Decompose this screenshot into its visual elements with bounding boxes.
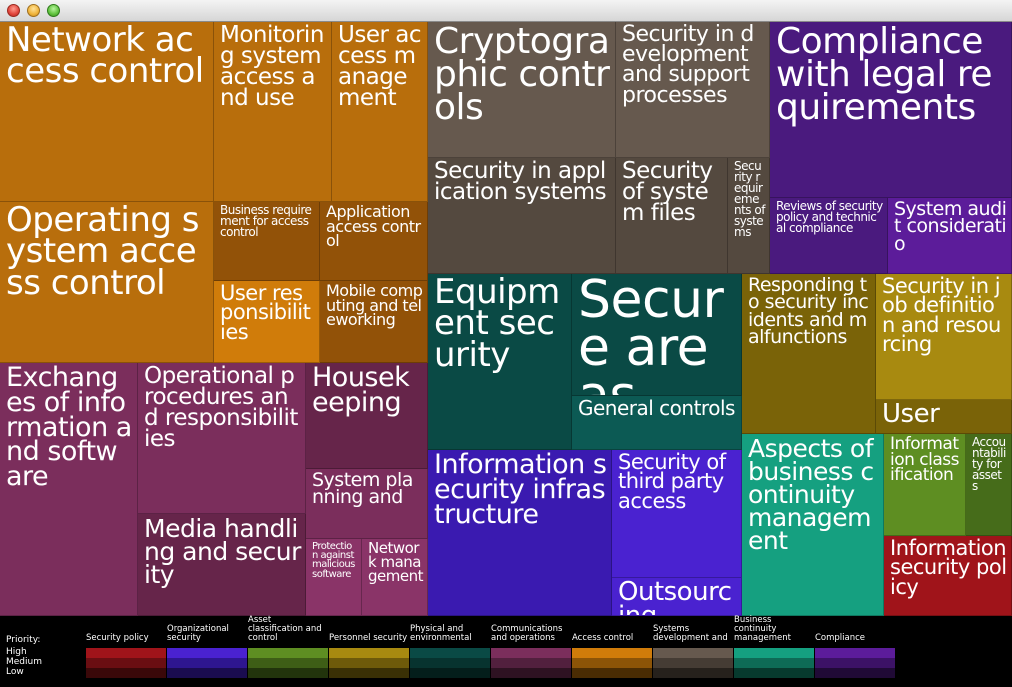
legend-swatch: [410, 668, 490, 678]
legend-swatch: [410, 658, 490, 668]
treemap-cell[interactable]: Security of third party access: [612, 450, 742, 578]
treemap-cell[interactable]: System audit consideratio: [888, 198, 1012, 274]
legend-swatch: [734, 668, 814, 678]
legend-swatch: [491, 658, 571, 668]
legend-swatch: [653, 668, 733, 678]
legend-category: Asset classification and control: [248, 616, 328, 687]
legend-swatch: [86, 668, 166, 678]
treemap-cell[interactable]: Cryptographic controls: [428, 22, 616, 158]
minimize-window-button[interactable]: [27, 4, 40, 17]
legend-swatch: [248, 668, 328, 678]
legend-swatch: [653, 648, 733, 658]
legend-category: Personnel security: [329, 616, 409, 687]
legend-category-label: Security policy: [86, 633, 149, 644]
treemap-cell[interactable]: Monitoring system access and use: [214, 22, 332, 202]
treemap-cell[interactable]: General controls: [572, 396, 742, 450]
treemap-cell[interactable]: Information security policy: [884, 536, 1012, 616]
treemap-cell[interactable]: Compliance with legal requirements: [770, 22, 1012, 198]
treemap-cell[interactable]: Aspects of business continuity managemen…: [742, 434, 884, 616]
treemap-cell[interactable]: Business requirement for access control: [214, 202, 320, 281]
legend-swatch: [815, 648, 895, 658]
legend-swatch: [329, 648, 409, 658]
legend-category-label: Compliance: [815, 633, 866, 644]
treemap-cell[interactable]: Information classification: [884, 434, 966, 536]
legend-swatch: [248, 648, 328, 658]
treemap-cell[interactable]: Equipment security: [428, 274, 572, 450]
legend-swatch: [86, 658, 166, 668]
treemap-cell[interactable]: User: [876, 400, 1012, 434]
legend-priority-label: Priority:: [6, 635, 41, 645]
legend-category-label: Business continuity management: [734, 615, 791, 644]
title-bar: [0, 0, 1012, 22]
treemap-cell[interactable]: Media handling and security: [138, 514, 306, 616]
treemap: Network access control Operating system a…: [0, 22, 1012, 616]
legend-swatch: [167, 648, 247, 658]
legend-category-label: Access control: [572, 633, 634, 644]
legend-category: Business continuity management: [734, 616, 814, 687]
legend-category-label: Systems development and: [653, 624, 728, 644]
treemap-cell[interactable]: Housekeeping: [306, 363, 428, 469]
treemap-cell[interactable]: Outsourcing: [612, 578, 742, 616]
legend-swatch: [815, 658, 895, 668]
legend-category: Security policy: [86, 616, 166, 687]
legend-swatch: [86, 648, 166, 658]
legend-level-low: Low: [6, 667, 24, 677]
legend-swatch: [491, 648, 571, 658]
treemap-cell[interactable]: Information security infrastructure: [428, 450, 612, 616]
legend-category-label: Organizational security: [167, 624, 229, 644]
treemap-cell[interactable]: System planning and: [306, 469, 428, 539]
legend-category-label: Personnel security: [329, 633, 408, 644]
legend-swatch: [572, 668, 652, 678]
treemap-cell[interactable]: Network access control: [0, 22, 214, 202]
treemap-cell[interactable]: Application access control: [320, 202, 428, 281]
legend-swatch: [410, 648, 490, 658]
legend-category-label: Physical and environmental: [410, 624, 472, 644]
legend-category: Communications and operations: [491, 616, 571, 687]
zoom-window-button[interactable]: [47, 4, 60, 17]
legend-swatch: [572, 658, 652, 668]
legend-swatch: [734, 658, 814, 668]
legend-swatch: [815, 668, 895, 678]
treemap-cell[interactable]: User access management: [332, 22, 428, 202]
treemap-cell[interactable]: User responsibilities: [214, 281, 320, 363]
legend-swatch: [329, 668, 409, 678]
treemap-cell[interactable]: Security in job definition and resourcin…: [876, 274, 1012, 400]
legend-swatch: [329, 658, 409, 668]
legend-swatch: [167, 668, 247, 678]
legend-swatch: [653, 658, 733, 668]
treemap-cell[interactable]: Responding to security incidents and mal…: [742, 274, 876, 434]
priority-legend: Priority: High Medium Low Security polic…: [0, 616, 1012, 687]
legend-category: Physical and environmental: [410, 616, 490, 687]
legend-swatch: [734, 648, 814, 658]
legend-category: Organizational security: [167, 616, 247, 687]
legend-category-label: Asset classification and control: [248, 615, 322, 644]
treemap-cell[interactable]: Secure areas: [572, 274, 742, 396]
treemap-cell[interactable]: Reviews of security policy and technical…: [770, 198, 888, 274]
legend-swatch: [167, 658, 247, 668]
treemap-cell[interactable]: Mobile computing and teleworking: [320, 281, 428, 363]
legend-category: Compliance: [815, 616, 895, 687]
treemap-cell[interactable]: Exchanges of information and software: [0, 363, 138, 616]
legend-swatch: [491, 668, 571, 678]
legend-category: Systems development and: [653, 616, 733, 687]
legend-level-high: High: [6, 647, 27, 657]
treemap-cell[interactable]: Accountability for assets: [966, 434, 1012, 536]
treemap-cell[interactable]: Security in application systems: [428, 158, 616, 274]
close-window-button[interactable]: [7, 4, 20, 17]
legend-swatch: [248, 658, 328, 668]
legend-category-label: Communications and operations: [491, 624, 563, 644]
treemap-cell[interactable]: Protection against malicious software: [306, 539, 362, 616]
legend-category: Access control: [572, 616, 652, 687]
treemap-cell[interactable]: Security in development and support proc…: [616, 22, 770, 158]
legend-swatch: [572, 648, 652, 658]
treemap-cell[interactable]: Operating system access control: [0, 202, 214, 363]
treemap-cell[interactable]: Security requirements of systems: [728, 158, 770, 274]
treemap-cell[interactable]: Operational procedures and responsibilit…: [138, 363, 306, 514]
treemap-cell[interactable]: Security of system files: [616, 158, 728, 274]
treemap-cell[interactable]: Network management: [362, 539, 428, 616]
legend-level-medium: Medium: [6, 657, 42, 667]
